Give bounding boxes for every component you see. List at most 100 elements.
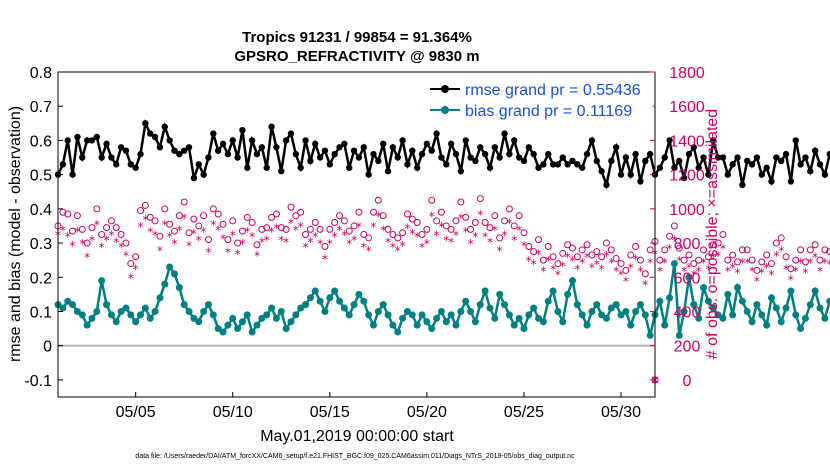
obs-assimilated-marker: *: [414, 230, 420, 244]
obs-assimilated-marker: *: [84, 251, 90, 265]
left-y-tick-label: 0: [43, 339, 52, 356]
obs-possible-marker: [146, 213, 154, 221]
bias-marker: [331, 287, 339, 295]
obs-assimilated-marker: *: [555, 268, 561, 282]
bias-marker: [588, 307, 596, 315]
rmse-marker: [816, 161, 824, 168]
rmse-marker: [719, 154, 727, 161]
obs-possible-marker: [695, 256, 703, 264]
obs-possible-marker: [73, 212, 81, 220]
bias-marker: [535, 314, 543, 322]
rmse-marker: [180, 147, 188, 154]
rmse-marker: [700, 154, 707, 161]
obs-possible-marker: [326, 225, 334, 233]
bias-marker: [272, 314, 280, 322]
bias-marker: [69, 301, 77, 309]
rmse-marker: [137, 150, 144, 158]
bias-marker: [413, 321, 421, 329]
rmse-marker: [511, 137, 518, 144]
rmse-marker: [525, 144, 533, 151]
obs-assimilated-marker: *: [487, 235, 493, 249]
obs-possible-marker: [418, 231, 426, 238]
bias-marker: [578, 311, 586, 319]
rmse-marker: [321, 147, 329, 154]
rmse-marker: [253, 150, 261, 158]
obs-possible-marker: [666, 232, 674, 240]
obs-possible-marker: [525, 242, 533, 250]
obs-assimilated-marker: *: [113, 235, 119, 249]
bias-marker: [379, 301, 387, 309]
obs-assimilated-marker: *: [70, 239, 76, 253]
obs-possible-marker: [238, 227, 246, 235]
chart-title-line2: GPSRO_REFRACTIVITY @ 9830 m: [234, 48, 479, 65]
obs-assimilated-marker: *: [293, 223, 299, 237]
obs-possible-marker: [481, 219, 489, 227]
bias-marker: [408, 311, 416, 319]
obs-assimilated-marker: *: [424, 237, 430, 251]
obs-possible-marker: [753, 266, 761, 274]
rmse-marker: [637, 178, 644, 185]
obs-possible-marker: [195, 222, 203, 230]
obs-possible-marker: [593, 248, 601, 256]
rmse-marker: [156, 144, 164, 151]
bias-marker: [195, 318, 203, 326]
obs-possible-marker: [612, 254, 620, 262]
obs-possible-marker: [568, 244, 576, 252]
obs-assimilated-marker: *: [506, 217, 512, 231]
obs-assimilated-marker: *: [438, 220, 444, 234]
bias-marker: [486, 304, 494, 312]
obs-assimilated-marker: *: [123, 249, 129, 263]
rmse-marker: [355, 154, 363, 161]
rmse-marker: [627, 171, 634, 178]
rmse-marker: [360, 144, 367, 151]
obs-assimilated-marker: *: [322, 252, 328, 266]
obs-assimilated-marker: *: [822, 256, 828, 270]
obs-assimilated-marker: *: [167, 230, 173, 244]
rmse-marker: [83, 137, 91, 144]
obs-possible-marker: [219, 220, 227, 228]
rmse-marker: [316, 154, 324, 161]
bias-marker: [767, 294, 775, 302]
obs-assimilated-marker: *: [458, 211, 464, 225]
obs-possible-marker: [151, 217, 159, 225]
bias-marker: [695, 314, 703, 322]
obs-assimilated-marker: *: [521, 239, 527, 253]
obs-possible-marker: [355, 208, 363, 216]
rmse-marker: [185, 144, 193, 151]
obs-assimilated-marker: *: [531, 258, 537, 272]
obs-assimilated-marker: *: [676, 254, 682, 268]
obs-assimilated-marker: *: [138, 220, 144, 234]
obs-possible-marker: [204, 236, 212, 244]
obs-assimilated-marker: *: [788, 273, 794, 287]
obs-possible-marker: [476, 195, 484, 203]
rmse-marker: [423, 140, 431, 148]
obs-possible-marker: [263, 224, 271, 232]
bias-marker: [336, 297, 344, 305]
bias-marker: [520, 325, 528, 333]
rmse-marker: [826, 150, 830, 158]
obs-assimilated-marker: *: [667, 242, 673, 256]
obs-possible-marker: [729, 251, 737, 259]
rmse-marker: [472, 157, 479, 165]
rmse-marker: [88, 137, 96, 144]
obs-possible-marker: [302, 231, 310, 238]
obs-assimilated-marker: *: [754, 275, 760, 289]
rmse-marker: [399, 137, 406, 144]
obs-assimilated-marker: *: [356, 220, 362, 234]
obs-possible-marker: [374, 196, 382, 204]
obs-possible-marker: [811, 241, 819, 249]
obs-assimilated-marker: *: [574, 263, 580, 277]
obs-possible-marker: [394, 234, 402, 242]
obs-assimilated-marker: *: [793, 264, 799, 278]
bias-marker: [772, 304, 780, 312]
x-tick-label: 05/25: [504, 404, 544, 421]
obs-possible-marker: [399, 229, 407, 237]
left-y-tick-label: -0.1: [24, 373, 52, 390]
obs-assimilated-marker: *: [210, 218, 216, 232]
obs-assimilated-marker: *: [623, 275, 629, 289]
bias-marker: [418, 311, 426, 319]
obs-possible-marker: [224, 236, 232, 244]
bias-marker: [690, 301, 698, 309]
bias-marker: [248, 328, 256, 336]
obs-assimilated-marker: *: [298, 220, 304, 234]
